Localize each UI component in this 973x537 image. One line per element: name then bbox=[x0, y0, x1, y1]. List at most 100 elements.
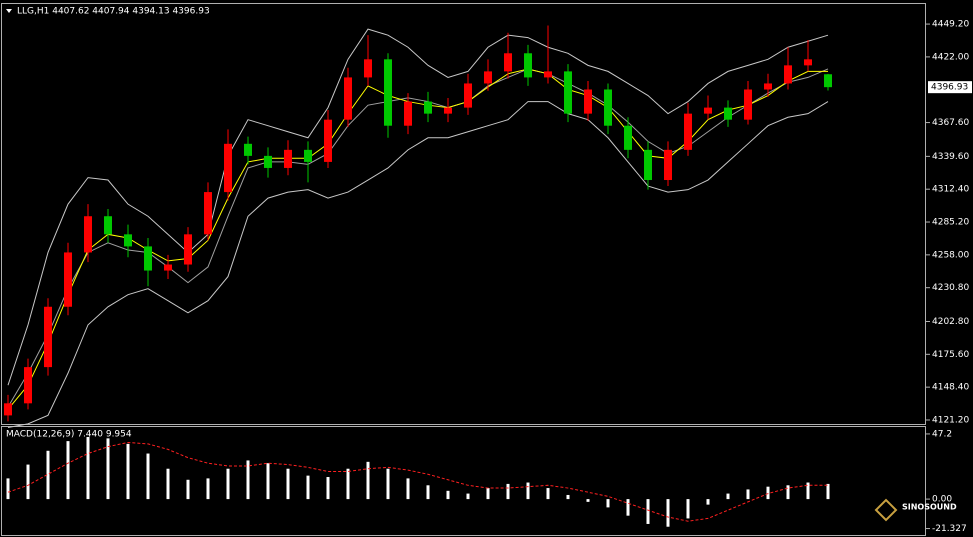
macd-bar bbox=[446, 490, 450, 500]
macd-bar bbox=[726, 493, 730, 500]
y-tick-label: 4148.40 bbox=[932, 383, 969, 393]
y-tick-label: 4339.60 bbox=[932, 152, 969, 162]
macd-bar bbox=[366, 461, 370, 500]
menu-arrow bbox=[6, 9, 12, 13]
macd-bar bbox=[26, 464, 30, 500]
macd-bar bbox=[546, 488, 550, 500]
candle-body bbox=[304, 149, 312, 162]
y-tick-label: 4230.80 bbox=[932, 283, 969, 293]
macd-title: MACD(12,26,9) 7.440 9.954 bbox=[6, 430, 132, 440]
candle-body bbox=[764, 83, 772, 90]
candle-body bbox=[804, 59, 812, 66]
current-price-label: 4396.93 bbox=[931, 83, 968, 93]
macd-bar bbox=[106, 438, 110, 500]
y-tick-label: 4449.20 bbox=[932, 20, 969, 30]
candle-body bbox=[824, 74, 832, 88]
candle-body bbox=[744, 89, 752, 120]
candle-body bbox=[704, 107, 712, 114]
macd-bar bbox=[286, 468, 290, 500]
candle-body bbox=[604, 89, 612, 126]
y-tick-label: 47.2 bbox=[932, 429, 952, 439]
macd-bar bbox=[226, 468, 230, 500]
current-price-box bbox=[928, 81, 972, 94]
candle-body bbox=[164, 264, 172, 271]
watermark: SINOSOUND bbox=[902, 503, 957, 512]
macd-bar bbox=[786, 485, 790, 500]
candle-body bbox=[324, 119, 332, 162]
price-title: LLG,H1 4407.62 4407.94 4394.13 4396.93 bbox=[17, 7, 210, 17]
macd-bar bbox=[6, 478, 10, 500]
macd-bar bbox=[626, 499, 630, 516]
candle-body bbox=[724, 107, 732, 120]
macd-bar bbox=[206, 478, 210, 500]
candle-body bbox=[84, 216, 92, 253]
macd-bar bbox=[686, 499, 690, 519]
logo-icon bbox=[874, 498, 898, 522]
macd-bar bbox=[326, 477, 330, 500]
y-tick-label: 4175.60 bbox=[932, 350, 969, 360]
candle-body bbox=[104, 216, 112, 235]
macd-bar bbox=[386, 468, 390, 500]
y-tick-label: -21.327 bbox=[932, 524, 967, 534]
macd-bar bbox=[806, 482, 810, 500]
candle-body bbox=[424, 101, 432, 114]
macd-bar bbox=[706, 499, 710, 505]
macd-bar bbox=[766, 486, 770, 500]
indicator-line bbox=[7, 28, 829, 386]
macd-bar bbox=[146, 453, 150, 500]
y-tick-label: 4285.20 bbox=[932, 218, 969, 228]
y-tick-label: 4202.80 bbox=[932, 317, 969, 327]
macd-bar bbox=[246, 460, 250, 500]
candle-body bbox=[124, 234, 132, 247]
signal-line bbox=[7, 441, 828, 522]
candle-body bbox=[224, 143, 232, 193]
candle-body bbox=[464, 83, 472, 108]
candle-body bbox=[44, 306, 52, 368]
macd-bar bbox=[506, 483, 510, 500]
candle-body bbox=[284, 149, 292, 168]
candle-body bbox=[784, 65, 792, 84]
y-tick-label: 4312.40 bbox=[932, 185, 969, 195]
candle-body bbox=[4, 403, 12, 416]
macd-bar bbox=[426, 485, 430, 500]
candle-body bbox=[584, 89, 592, 114]
y-tick-label: 4258.00 bbox=[932, 250, 969, 260]
macd-bar bbox=[486, 488, 490, 500]
candle-body bbox=[264, 155, 272, 168]
candle-body bbox=[24, 367, 32, 404]
candle-body bbox=[524, 53, 532, 78]
y-tick-label: 0.00 bbox=[932, 495, 952, 505]
candle-body bbox=[624, 125, 632, 150]
candle-body bbox=[544, 71, 552, 78]
y-tick-label: 4422.00 bbox=[932, 52, 969, 62]
candle-body bbox=[144, 246, 152, 271]
macd-bar bbox=[86, 436, 90, 500]
candle-body bbox=[444, 107, 452, 114]
macd-bar bbox=[666, 499, 670, 527]
macd-bar bbox=[406, 478, 410, 500]
macd-bar bbox=[606, 499, 610, 508]
macd-bar bbox=[646, 499, 650, 524]
candle-body bbox=[504, 53, 512, 72]
macd-bar bbox=[186, 479, 190, 500]
candle-body bbox=[564, 71, 572, 114]
macd-bar bbox=[466, 493, 470, 500]
macd-bar bbox=[566, 494, 570, 500]
candle-body bbox=[344, 77, 352, 120]
macd-bar bbox=[346, 468, 350, 500]
macd-bar bbox=[526, 482, 530, 500]
indicator-line bbox=[7, 101, 829, 428]
y-tick-label: 4367.60 bbox=[932, 118, 969, 128]
macd-bar bbox=[166, 468, 170, 500]
macd-bar bbox=[46, 450, 50, 500]
price-panel-frame bbox=[1, 3, 926, 425]
macd-bar bbox=[826, 483, 830, 500]
candle-body bbox=[64, 252, 72, 307]
candle-body bbox=[184, 234, 192, 265]
candle-body bbox=[384, 59, 392, 126]
macd-bar bbox=[306, 475, 310, 500]
candle-body bbox=[484, 71, 492, 84]
logo: SINOSOUND bbox=[874, 498, 957, 522]
candle-body bbox=[244, 143, 252, 156]
